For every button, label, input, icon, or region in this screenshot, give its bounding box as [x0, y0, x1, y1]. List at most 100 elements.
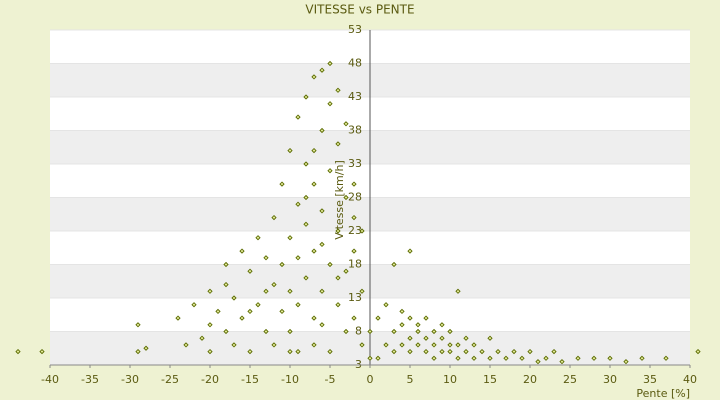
- point: [487, 355, 493, 361]
- point: [351, 181, 357, 187]
- point: [207, 348, 213, 355]
- point: [543, 355, 549, 361]
- point: [415, 342, 421, 348]
- point: [359, 288, 365, 294]
- point: [423, 335, 429, 341]
- y-tick-label: 43: [348, 90, 362, 103]
- point: [311, 147, 317, 154]
- point: [431, 342, 437, 348]
- x-tick-label: 15: [483, 373, 497, 386]
- point: [287, 235, 293, 241]
- point: [295, 201, 301, 207]
- point: [351, 248, 357, 254]
- point: [455, 288, 461, 294]
- point: [335, 141, 341, 147]
- point: [319, 127, 325, 134]
- point: [247, 348, 253, 355]
- point: [391, 348, 397, 355]
- y-tick-label: 33: [348, 157, 362, 170]
- point: [391, 328, 397, 335]
- point: [575, 355, 581, 361]
- x-tick-label: -35: [81, 373, 99, 386]
- point: [463, 335, 469, 341]
- point: [303, 161, 309, 167]
- point: [471, 342, 477, 348]
- point: [415, 328, 421, 335]
- point: [623, 359, 629, 365]
- point: [639, 355, 645, 361]
- point: [239, 315, 245, 321]
- point: [271, 342, 277, 348]
- point: [295, 348, 301, 355]
- point: [455, 342, 461, 348]
- point: [247, 268, 253, 274]
- point: [255, 302, 261, 308]
- point: [399, 342, 405, 348]
- point: [343, 194, 349, 201]
- point: [263, 328, 269, 335]
- point: [423, 348, 429, 355]
- point: [447, 342, 453, 348]
- point: [335, 302, 341, 308]
- x-tick-label: 5: [407, 373, 414, 386]
- point: [327, 348, 333, 355]
- point: [287, 348, 293, 355]
- x-tick-label: -20: [201, 373, 219, 386]
- point: [327, 261, 333, 268]
- point: [343, 121, 349, 127]
- y-tick-label: 8: [355, 325, 362, 338]
- point: [135, 322, 141, 328]
- point: [303, 275, 309, 281]
- point: [223, 281, 229, 288]
- point: [311, 248, 317, 254]
- point: [439, 348, 445, 355]
- point: [607, 355, 613, 361]
- x-tick-label: -15: [241, 373, 259, 386]
- point: [207, 288, 213, 294]
- point: [39, 348, 45, 355]
- x-tick-label: -30: [121, 373, 139, 386]
- point: [423, 315, 429, 321]
- y-tick-label: 18: [348, 258, 362, 271]
- point: [535, 359, 541, 365]
- point: [295, 302, 301, 308]
- point: [295, 114, 301, 120]
- point: [407, 315, 413, 321]
- point: [471, 355, 477, 361]
- point: [183, 342, 189, 348]
- x-tick-label: 0: [367, 373, 374, 386]
- point: [407, 335, 413, 341]
- point: [551, 348, 557, 355]
- point: [271, 214, 277, 221]
- point: [463, 348, 469, 355]
- point: [591, 355, 597, 361]
- point: [383, 342, 389, 348]
- point: [223, 328, 229, 335]
- point: [399, 308, 405, 315]
- y-tick-label: 48: [348, 57, 362, 70]
- point: [231, 342, 237, 348]
- x-tick-label: 10: [443, 373, 457, 386]
- x-tick-label: -5: [325, 373, 336, 386]
- point: [519, 355, 525, 361]
- x-tick-label: -10: [281, 373, 299, 386]
- point: [431, 355, 437, 361]
- point: [335, 275, 341, 281]
- point: [327, 168, 333, 174]
- point: [511, 348, 517, 355]
- point: [367, 355, 373, 361]
- point: [311, 315, 317, 321]
- y-tick-label: 13: [348, 291, 362, 304]
- point: [279, 308, 285, 315]
- point: [455, 355, 461, 361]
- point: [255, 235, 261, 241]
- y-tick-label: 53: [348, 23, 362, 36]
- point: [447, 328, 453, 335]
- point: [199, 335, 205, 341]
- point: [351, 214, 357, 221]
- point: [479, 348, 485, 355]
- y-axis-title: Vitesse [km/h]: [333, 160, 346, 240]
- point: [559, 359, 565, 365]
- point: [399, 322, 405, 328]
- point: [303, 221, 309, 227]
